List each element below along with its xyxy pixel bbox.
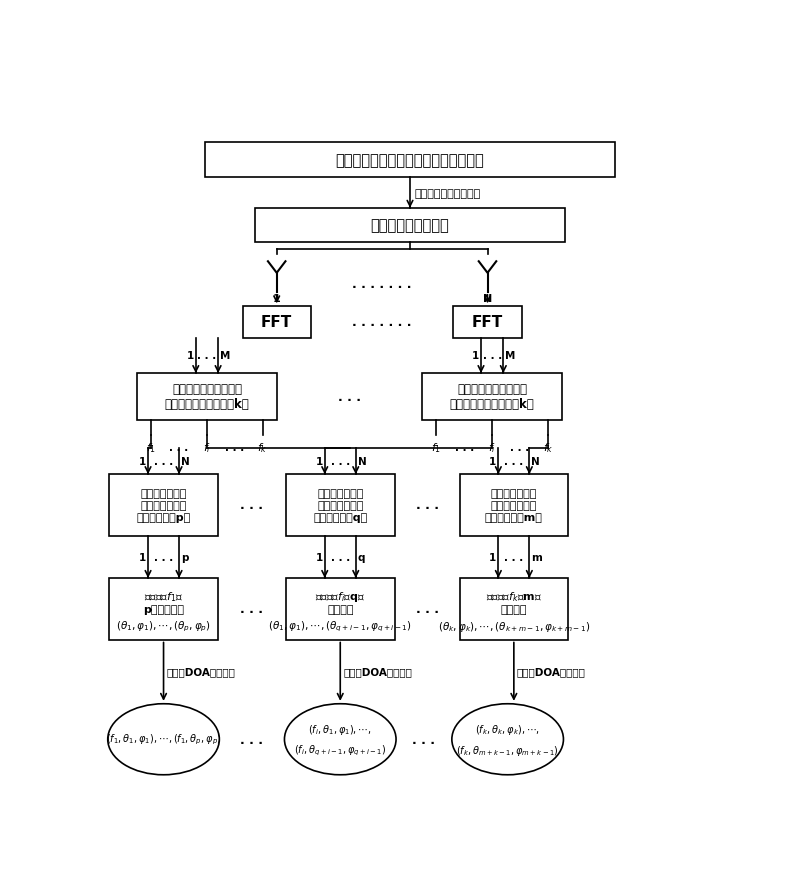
FancyBboxPatch shape	[110, 579, 218, 640]
Text: N: N	[181, 457, 190, 467]
Text: . . .: . . .	[415, 602, 438, 616]
Text: M: M	[505, 351, 515, 361]
Text: 频率与DOA自动配对: 频率与DOA自动配对	[343, 667, 412, 677]
Text: $(f_i,\theta_{q+i-1},\varphi_{q+i-1})$: $(f_i,\theta_{q+i-1},\varphi_{q+i-1})$	[294, 742, 386, 758]
Text: $f_1$: $f_1$	[431, 440, 442, 455]
Text: $f_i$: $f_i$	[488, 440, 496, 455]
Text: . . .: . . .	[154, 552, 173, 563]
Text: FFT: FFT	[261, 315, 292, 330]
Text: p: p	[181, 552, 189, 563]
Text: 空域过门限检测
并测向（获取相
干信源的个数q）: 空域过门限检测 并测向（获取相 干信源的个数q）	[313, 489, 367, 522]
Text: . . .: . . .	[413, 733, 435, 746]
Text: $(f_k,\theta_k,\varphi_k),\cdots,$: $(f_k,\theta_k,\varphi_k),\cdots,$	[475, 722, 540, 735]
Text: . . .: . . .	[240, 602, 263, 616]
Text: 1: 1	[139, 552, 146, 563]
Text: $(\theta_1,\varphi_1),\cdots,(\theta_{q+i-1},\varphi_{q+i-1})$: $(\theta_1,\varphi_1),\cdots,(\theta_{q+…	[268, 619, 412, 633]
Text: 频率同为$f_i$的q个
相干信源: 频率同为$f_i$的q个 相干信源	[315, 589, 366, 615]
Text: q: q	[358, 552, 365, 563]
Ellipse shape	[108, 704, 219, 775]
Text: 空域过门限检测
并测向（获取相
干信源的个数m）: 空域过门限检测 并测向（获取相 干信源的个数m）	[485, 489, 542, 522]
FancyBboxPatch shape	[242, 307, 310, 338]
Text: 1: 1	[186, 351, 194, 361]
Text: N: N	[358, 457, 366, 467]
Text: 1: 1	[273, 294, 281, 304]
Text: 频率与DOA自动配对: 频率与DOA自动配对	[517, 667, 586, 677]
Text: . . .: . . .	[415, 499, 438, 512]
Text: 频率同为$f_k$的m个
相干信源: 频率同为$f_k$的m个 相干信源	[486, 589, 542, 614]
FancyBboxPatch shape	[459, 475, 568, 536]
Text: 空域过门限检测
并测向（获取相
干信源的个数p）: 空域过门限检测 并测向（获取相 干信源的个数p）	[137, 489, 190, 522]
Text: m: m	[531, 552, 542, 563]
Text: $f_k$: $f_k$	[542, 440, 554, 455]
Text: 频率同为$f_1$的
p个相干信源: 频率同为$f_1$的 p个相干信源	[143, 589, 184, 614]
FancyBboxPatch shape	[454, 307, 522, 338]
Text: 1: 1	[472, 351, 479, 361]
Text: . . . . . . .: . . . . . . .	[352, 316, 412, 329]
FancyBboxPatch shape	[286, 475, 394, 536]
Text: . . .: . . .	[330, 457, 350, 467]
Text: $f_k$: $f_k$	[258, 440, 268, 455]
Text: $(f_i,\theta_1,\varphi_1),\cdots,$: $(f_i,\theta_1,\varphi_1),\cdots,$	[308, 722, 372, 735]
Text: $f_i$: $f_i$	[203, 440, 211, 455]
Text: FFT: FFT	[472, 315, 503, 330]
Ellipse shape	[285, 704, 396, 775]
Text: 优化以后的阵列流形: 优化以后的阵列流形	[370, 218, 450, 233]
Text: 1: 1	[490, 457, 497, 467]
Text: . . .: . . .	[226, 442, 245, 453]
FancyBboxPatch shape	[459, 579, 568, 640]
Text: . . .: . . .	[198, 351, 217, 361]
Text: $(\theta_1,\varphi_1),\cdots,(\theta_p,\varphi_p)$: $(\theta_1,\varphi_1),\cdots,(\theta_p,\…	[116, 619, 211, 633]
FancyBboxPatch shape	[286, 579, 394, 640]
Text: . . .: . . .	[482, 351, 502, 361]
Text: 1: 1	[316, 457, 323, 467]
Text: 1: 1	[490, 552, 497, 563]
FancyBboxPatch shape	[422, 374, 562, 420]
Text: . . .: . . .	[154, 457, 173, 467]
Text: . . .: . . .	[170, 442, 189, 453]
Text: $(f_k,\theta_{m+k-1},\varphi_{m+k-1})$: $(f_k,\theta_{m+k-1},\varphi_{m+k-1})$	[456, 743, 559, 757]
Text: 遗传算法进行阵形优化: 遗传算法进行阵形优化	[415, 189, 482, 198]
Text: . . .: . . .	[241, 733, 263, 746]
Text: N: N	[531, 457, 540, 467]
Text: $(f_1,\theta_1,\varphi_1),\cdots,(f_1,\theta_p,\varphi_p)$: $(f_1,\theta_1,\varphi_1),\cdots,(f_1,\t…	[106, 732, 222, 747]
Text: 频率与DOA自动配对: 频率与DOA自动配对	[166, 667, 235, 677]
Text: M: M	[220, 351, 230, 361]
Text: . . .: . . .	[240, 499, 263, 512]
Text: . . . . . . .: . . . . . . .	[352, 277, 412, 291]
Text: . . .: . . .	[510, 442, 530, 453]
Text: 1: 1	[316, 552, 323, 563]
Text: . . .: . . .	[454, 442, 474, 453]
Text: . . .: . . .	[330, 552, 350, 563]
Text: 频域过门限检测并测频
（获取独立信源的个数k）: 频域过门限检测并测频 （获取独立信源的个数k）	[450, 383, 534, 411]
FancyBboxPatch shape	[138, 374, 277, 420]
Text: . . .: . . .	[504, 552, 523, 563]
FancyBboxPatch shape	[206, 143, 614, 178]
Text: N: N	[483, 294, 492, 304]
FancyBboxPatch shape	[255, 208, 565, 243]
Text: $f_1$: $f_1$	[146, 440, 156, 455]
Text: 频域过门限检测并测频
（获取独立信源的个数k）: 频域过门限检测并测频 （获取独立信源的个数k）	[165, 383, 250, 411]
Text: $(\theta_k,\varphi_k),\cdots,(\theta_{k+m-1},\varphi_{k+m-1})$: $(\theta_k,\varphi_k),\cdots,(\theta_{k+…	[438, 619, 590, 633]
Text: . . .: . . .	[504, 457, 523, 467]
Ellipse shape	[452, 704, 563, 775]
Text: 根据系统指标确定天线尺寸和阵元个数: 根据系统指标确定天线尺寸和阵元个数	[336, 152, 484, 167]
Text: 1: 1	[139, 457, 146, 467]
FancyBboxPatch shape	[110, 475, 218, 536]
Text: . . .: . . .	[338, 391, 361, 403]
